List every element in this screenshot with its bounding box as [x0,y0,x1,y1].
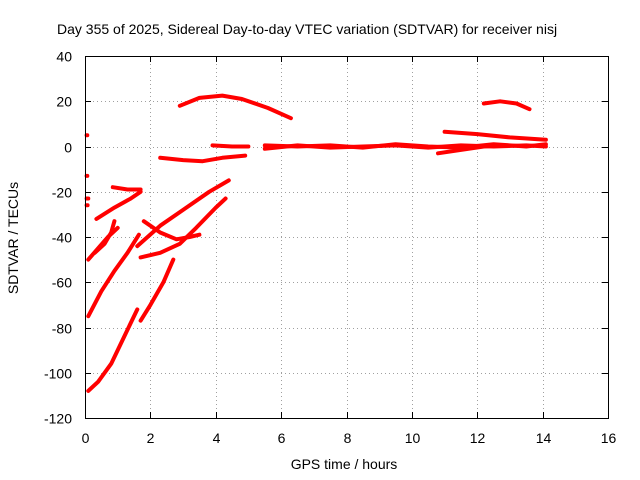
x-tick-label: 4 [213,430,221,446]
y-tick-label: -60 [52,275,72,291]
x-tick-label: 8 [344,430,352,446]
x-axis-label: GPS time / hours [291,456,398,472]
chart-title: Day 355 of 2025, Sidereal Day-to-day VTE… [57,21,557,37]
y-tick-label: 40 [56,49,72,65]
y-tick-label: -120 [44,411,72,427]
series-line-20 [436,143,506,156]
grid [85,56,608,418]
series-line-6 [138,257,176,323]
series-line-19 [262,142,548,150]
x-tick-label: 16 [601,430,617,446]
series-line-7 [86,232,141,319]
series-line-13 [135,178,231,249]
x-tick-label: 12 [470,430,486,446]
y-tick-label: -20 [52,185,72,201]
series-line-11 [110,185,143,192]
series-line-21 [442,129,548,142]
y-tick-label: -100 [44,366,72,382]
y-tick-label: 0 [64,140,72,156]
x-tick-label: 6 [278,430,286,446]
y-axis-label: SDTVAR / TECUs [5,182,21,294]
y-tick-label: 20 [56,94,72,110]
series-line-16 [177,93,293,121]
series-line-17 [210,143,251,149]
x-tick-label: 14 [536,430,552,446]
x-tick-label: 2 [147,430,155,446]
data-series [84,93,548,393]
x-tick-label: 0 [82,430,90,446]
series-line-5 [86,307,140,393]
series-line-14 [141,219,202,242]
series-line-22 [481,99,532,112]
x-tick-label: 10 [405,430,421,446]
series-line-15 [158,153,248,164]
y-tick-label: -80 [52,321,72,337]
series-line-9 [92,219,117,255]
x-axis-ticks: 0 2 4 6 8 10 12 14 16 [82,56,617,446]
y-axis-ticks: -120 -100 -80 -60 -40 -20 0 20 40 [44,49,608,427]
y-tick-label: -40 [52,230,72,246]
series-line-10 [94,189,143,221]
